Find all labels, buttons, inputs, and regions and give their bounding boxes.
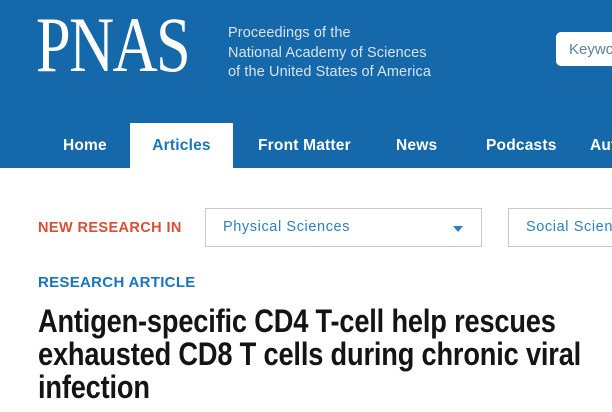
journal-tagline: Proceedings of the National Academy of S… <box>228 24 431 83</box>
physical-sciences-dropdown[interactable]: Physical Sciences <box>205 208 482 247</box>
nav-item-authors[interactable]: Authors <box>590 137 612 154</box>
research-article-kicker: RESEARCH ARTICLE <box>38 274 196 291</box>
chevron-down-icon <box>453 226 463 232</box>
nav-item-podcasts[interactable]: Podcasts <box>486 137 557 154</box>
dropdown-selected-value: Social Sciences <box>526 219 612 235</box>
search-input[interactable] <box>556 32 612 66</box>
nav-item-news[interactable]: News <box>396 137 438 154</box>
tagline-line: of the United States of America <box>228 64 431 80</box>
nav-item-home[interactable]: Home <box>63 137 107 154</box>
dropdown-selected-value: Physical Sciences <box>223 219 351 235</box>
pnas-logo[interactable]: PNAS <box>36 1 191 88</box>
article-title-link[interactable]: Antigen-specific CD4 T-cell help rescues… <box>38 303 582 405</box>
social-sciences-dropdown[interactable]: Social Sciences <box>508 208 612 247</box>
nav-item-articles[interactable]: Articles <box>130 123 233 168</box>
tagline-line: National Academy of Sciences <box>228 44 427 61</box>
search-box[interactable] <box>556 32 612 66</box>
tagline-line: Proceedings of the <box>228 25 351 41</box>
new-research-in-label: NEW RESEARCH IN <box>38 220 182 236</box>
nav-item-front-matter[interactable]: Front Matter <box>258 137 351 154</box>
masthead: PNAS Proceedings of the National Academy… <box>0 0 612 168</box>
